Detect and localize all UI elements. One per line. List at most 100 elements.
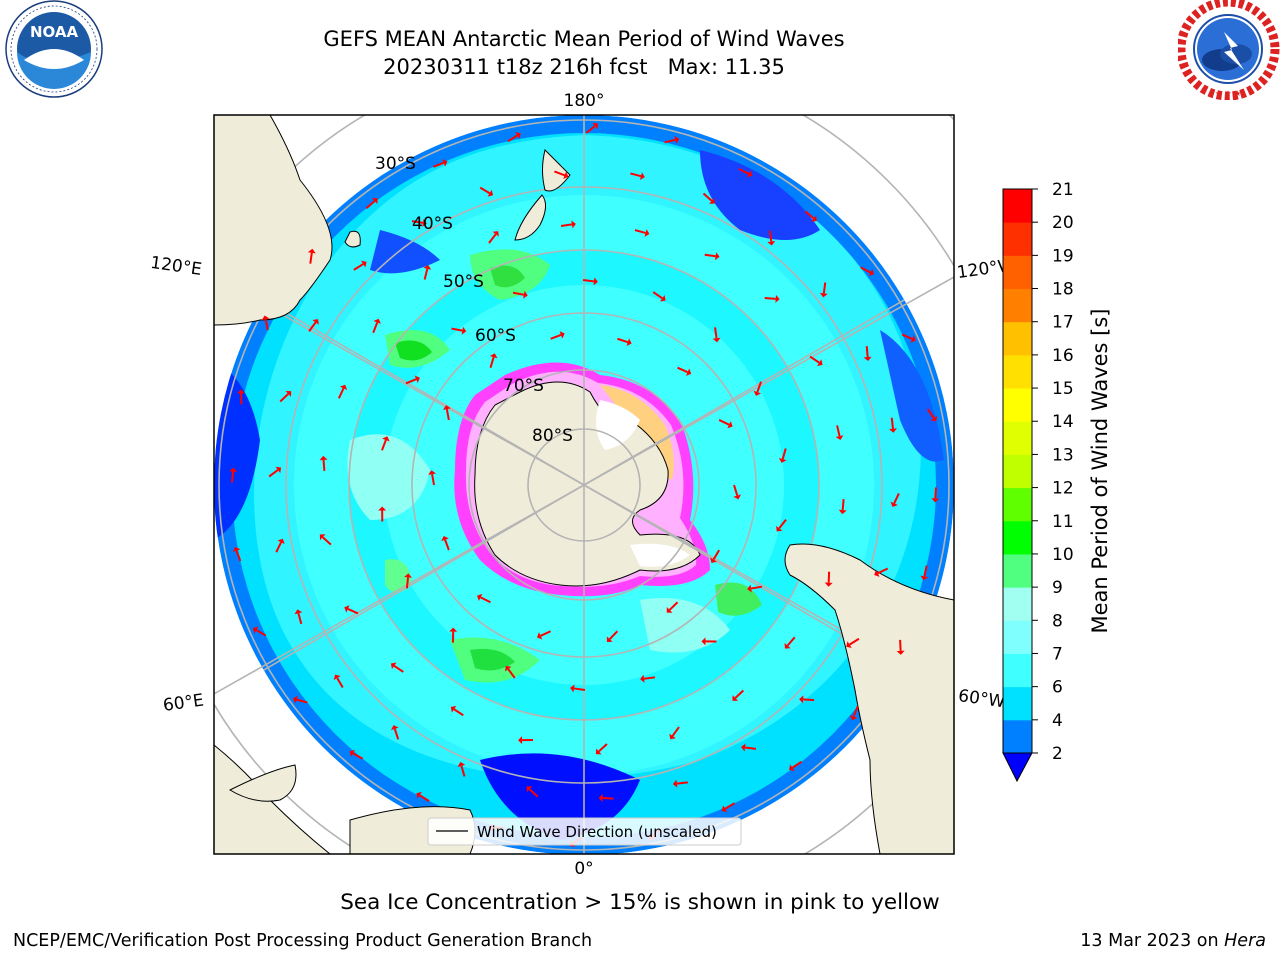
wind-arrow-head — [838, 509, 847, 515]
wind-arrow-head — [874, 569, 880, 577]
wind-arrow — [630, 172, 642, 178]
colorbar-tick-label: 8 — [1052, 611, 1063, 631]
colorbar-cell — [1003, 487, 1032, 522]
wind-arrow — [934, 487, 937, 499]
wind-arrow — [264, 319, 269, 331]
wind-arrow — [296, 698, 308, 704]
wind-arrow-head — [492, 231, 499, 237]
wind-arrow-head — [701, 637, 706, 646]
wind-arrow — [512, 291, 525, 296]
wind-arrow — [836, 425, 841, 437]
wind-arrow-head — [930, 415, 938, 422]
colorbar-tick-label: 15 — [1052, 379, 1074, 399]
colorbar-label: Mean Period of Wind Waves [s] — [1088, 309, 1112, 634]
wind-arrow-head — [489, 353, 498, 359]
wind-arrow-head — [441, 535, 449, 542]
wind-arrow-head — [414, 375, 420, 383]
colorbar: 2 4 6 7 8 9 10 11 12 13 14 15 16 17 18 19 20 21 Mean Peri… — [1002, 180, 1112, 783]
wind-arrow — [734, 689, 745, 699]
colorbar-tick-label: 14 — [1052, 412, 1074, 432]
wind-arrow — [890, 417, 894, 429]
colorbar-cell — [1003, 653, 1032, 688]
wind-arrow-head — [606, 636, 613, 642]
wind-arrow — [791, 760, 803, 769]
colorbar-tick-label: 18 — [1052, 280, 1074, 300]
wind-arrow — [347, 608, 359, 615]
noaa-logo-text: NOAA — [30, 23, 79, 41]
colorbar-cell — [1003, 222, 1032, 256]
wind-arrow-head — [261, 315, 270, 321]
wind-arrow-head — [727, 421, 733, 429]
wind-arrow-head — [890, 501, 898, 507]
wind-arrow-head — [559, 331, 565, 339]
wind-arrow-head — [746, 170, 753, 178]
wind-arrow-head — [626, 338, 632, 347]
wind-arrow-head — [487, 189, 494, 197]
wind-arrow — [841, 499, 845, 511]
wind-arrow-head — [275, 466, 282, 474]
wind-arrow-head — [835, 435, 844, 441]
wind-arrow-head — [910, 335, 916, 343]
wind-arrow — [393, 664, 404, 673]
map-title: GEFS MEAN Antarctic Mean Period of Wind … — [323, 27, 845, 51]
wind-arrow — [479, 186, 491, 195]
legend-label: Wind Wave Direction (unscaled) — [477, 823, 717, 841]
wind-arrow-head — [442, 405, 451, 410]
colorbar-cell — [1003, 354, 1032, 389]
colorbar-tick-label: 21 — [1052, 180, 1074, 200]
colorbar-tick-label: 16 — [1052, 346, 1074, 366]
wind-arrow-head — [361, 260, 367, 268]
wind-arrow — [352, 752, 364, 760]
colorbar-tick-label: 20 — [1052, 213, 1074, 233]
wind-arrow-head — [339, 384, 348, 391]
colorbar-tick-label: 10 — [1052, 545, 1074, 565]
wind-arrows — [229, 122, 940, 847]
wind-arrow — [899, 639, 902, 651]
wind-arrow-head — [715, 252, 720, 261]
colorbar-extend-arrow — [1002, 752, 1033, 783]
wind-arrow-head — [669, 733, 676, 740]
wind-arrow — [540, 630, 552, 637]
wind-arrow — [877, 567, 889, 575]
wind-arrow — [602, 797, 614, 800]
wind-arrow — [393, 728, 400, 740]
wind-arrow — [423, 268, 429, 280]
wind-arrow-head — [811, 215, 817, 222]
wind-arrow — [460, 765, 466, 777]
lat-label-30s: 30°S — [375, 154, 416, 174]
wind-arrow — [643, 676, 656, 680]
wind-arrow-head — [319, 534, 326, 541]
wind-arrow — [756, 381, 763, 393]
wind-arrow-head — [504, 665, 512, 672]
wind-arrow-head — [920, 575, 929, 581]
wind-arrow — [809, 355, 820, 364]
wind-arrow — [738, 168, 750, 175]
wind-arrow — [803, 698, 815, 702]
wind-arrow — [786, 636, 796, 647]
colorbar-tick-label: 2 — [1052, 744, 1063, 764]
wind-arrow — [322, 536, 332, 546]
map-frame — [213, 114, 955, 855]
lon-label-60e: 60°E — [162, 690, 205, 715]
wind-arrow-head — [373, 318, 381, 324]
wind-arrow-head — [570, 684, 575, 693]
wind-arrow-head — [868, 268, 875, 277]
wind-arrow — [634, 229, 646, 234]
wind-arrow-head — [523, 290, 528, 299]
wind-arrow-head — [776, 525, 783, 532]
wind-arrow — [750, 585, 763, 590]
colorbar-tick-label: 11 — [1052, 512, 1074, 532]
colorbar-cell — [1003, 288, 1032, 323]
footer-machine-name: Hera — [1224, 931, 1266, 951]
wind-arrow — [554, 170, 566, 177]
wind-arrow — [381, 439, 387, 451]
wind-arrow — [923, 565, 928, 577]
wind-arrow — [718, 419, 730, 426]
wind-arrow — [764, 297, 776, 300]
wind-arrow-head — [229, 467, 238, 473]
colorbar-cell — [1003, 255, 1032, 290]
wind-arrow — [926, 408, 935, 419]
wind-arrow-head — [784, 642, 791, 649]
wind-arrow — [433, 161, 445, 168]
lon-label-120e: 120°E — [149, 253, 203, 280]
